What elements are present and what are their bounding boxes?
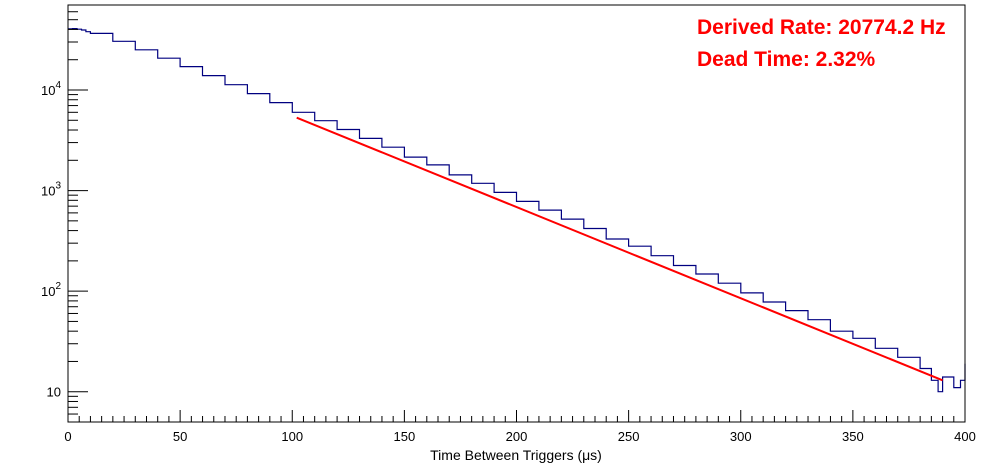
y-tick-label: 10 — [47, 385, 61, 400]
fit-line-series-1 — [296, 116, 943, 382]
annotation-dead-time: Dead Time: 2.32% — [697, 48, 876, 71]
y-tick-label: 103 — [41, 181, 61, 199]
x-tick-label: 200 — [506, 429, 528, 444]
histogram-series-0 — [68, 28, 966, 393]
x-tick-label: 0 — [64, 429, 71, 444]
y-tick-label: 104 — [41, 80, 61, 98]
x-axis-ticks: 0 50 100 150 200 250 300 350 400 — [64, 410, 976, 444]
x-tick-label: 100 — [281, 429, 303, 444]
y-tick-label: 102 — [41, 281, 61, 299]
x-axis-label: Time Between Triggers (μs) — [430, 447, 602, 463]
x-tick-label: 50 — [173, 429, 187, 444]
x-tick-label: 250 — [618, 429, 640, 444]
annotation-rate: Derived Rate: 20774.2 Hz — [697, 16, 946, 39]
plot-content — [68, 28, 966, 393]
x-tick-label: 350 — [842, 429, 864, 444]
x-tick-label: 400 — [954, 429, 976, 444]
x-tick-label: 150 — [394, 429, 416, 444]
x-tick-label: 300 — [730, 429, 752, 444]
y-axis-ticks: 10 102 103 104 — [41, 4, 88, 423]
